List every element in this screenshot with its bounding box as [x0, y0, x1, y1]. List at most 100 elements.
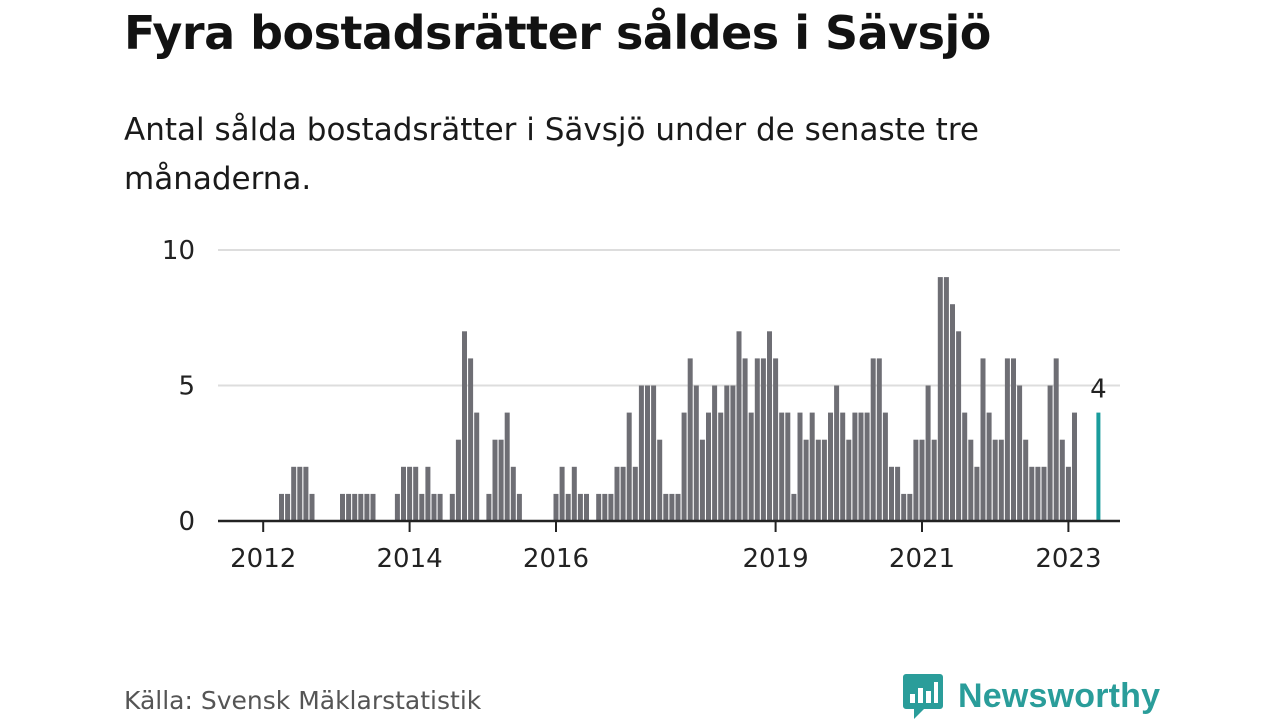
bar [889, 466, 894, 521]
bar [620, 466, 626, 521]
bar [968, 439, 974, 521]
bar [303, 466, 309, 521]
bar [785, 412, 791, 521]
bar [840, 412, 846, 521]
y-tick-label: 5 [178, 372, 195, 402]
bar [510, 466, 516, 521]
bar [577, 493, 583, 521]
bar [1065, 466, 1071, 521]
x-tick-label: 2014 [377, 544, 443, 574]
y-axis-ticks: 0 5 10 [162, 236, 195, 537]
bar [651, 385, 657, 521]
bar [419, 493, 425, 521]
bar [876, 358, 882, 521]
bar [394, 493, 400, 521]
bar [632, 466, 638, 521]
bar [974, 466, 980, 521]
bar [937, 277, 943, 521]
bar [468, 358, 474, 521]
bar [492, 439, 498, 521]
bar [718, 412, 724, 521]
bar [340, 493, 345, 521]
bar [986, 412, 992, 521]
bar [1011, 358, 1016, 521]
bar [828, 412, 833, 521]
bar [346, 493, 352, 521]
bar [401, 466, 406, 521]
bar [803, 439, 809, 521]
bar [474, 412, 480, 521]
y-tick-label: 10 [162, 236, 195, 266]
bar [407, 466, 413, 521]
gridlines [218, 249, 1120, 387]
bar [449, 493, 455, 521]
bar [797, 412, 803, 521]
chart-title: Fyra bostadsrätter såldes i Sävsjö [124, 6, 991, 60]
bar [553, 493, 559, 521]
bar [669, 493, 675, 521]
bar [821, 439, 827, 521]
bar [1023, 439, 1029, 521]
bar [663, 493, 669, 521]
bar [285, 493, 291, 521]
bar [687, 358, 693, 521]
bar [370, 493, 376, 521]
bar [279, 493, 284, 521]
bar [736, 331, 742, 521]
bar [956, 331, 962, 521]
bar [901, 493, 907, 521]
bar [565, 493, 571, 521]
bar [846, 439, 852, 521]
bar [437, 493, 443, 521]
bar [760, 358, 766, 521]
newsworthy-logo-icon [903, 674, 943, 719]
bar [1029, 466, 1035, 521]
bar [681, 412, 687, 521]
bar [742, 358, 748, 521]
x-axis-ticks: 2012 2014 2016 2019 2021 2023 [230, 521, 1101, 574]
bar [645, 385, 650, 521]
bar [791, 493, 797, 521]
bar [431, 493, 437, 521]
bar [455, 439, 461, 521]
bar [815, 439, 821, 521]
bar [291, 466, 297, 521]
bar [1053, 358, 1059, 521]
x-tick-label: 2019 [743, 544, 809, 574]
y-tick-label: 0 [178, 507, 195, 537]
bar [773, 358, 779, 521]
bar [297, 466, 303, 521]
bar [638, 385, 644, 521]
bar-highlight [1096, 412, 1101, 521]
bar [767, 331, 772, 521]
bar [626, 412, 632, 521]
bar [657, 439, 663, 521]
brand-logo[interactable]: Newsworthy [902, 672, 1160, 720]
bar [870, 358, 876, 521]
bar [895, 466, 901, 521]
highlight-data-label: 4 [1090, 375, 1107, 405]
bar [1041, 466, 1047, 521]
brand-name: Newsworthy [958, 676, 1161, 715]
x-tick-label: 2021 [889, 544, 955, 574]
x-tick-label: 2023 [1035, 544, 1101, 574]
bar [352, 493, 358, 521]
bar [309, 493, 315, 521]
bar [498, 439, 504, 521]
bar [834, 385, 840, 521]
bar [864, 412, 870, 521]
bar [779, 412, 785, 521]
bar [1047, 385, 1053, 521]
bar [516, 493, 522, 521]
bar [1035, 466, 1041, 521]
bar [699, 439, 705, 521]
bar [486, 493, 492, 521]
bar [998, 439, 1004, 521]
bar [602, 493, 608, 521]
bar [730, 385, 736, 521]
data-labels: 4 [1090, 375, 1107, 405]
bar [907, 493, 913, 521]
bar [809, 412, 815, 521]
bar [584, 493, 589, 521]
bar [919, 439, 925, 521]
